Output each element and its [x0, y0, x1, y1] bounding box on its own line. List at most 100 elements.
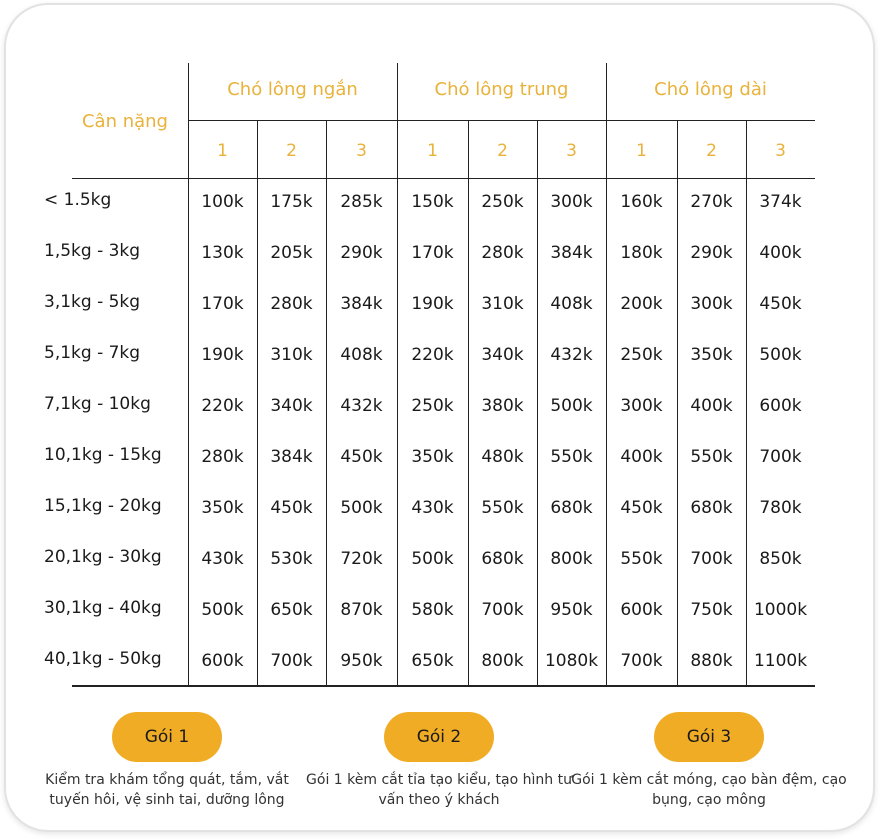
- weight-label: 40,1kg - 50kg: [44, 649, 162, 669]
- price-cell: 700k: [620, 651, 663, 671]
- sub-header: 2: [286, 141, 297, 161]
- price-cell: 180k: [620, 243, 663, 263]
- weight-label: 7,1kg - 10kg: [44, 394, 151, 414]
- price-cell: 384k: [550, 243, 593, 263]
- price-cell: 530k: [270, 549, 313, 569]
- price-cell: 580k: [411, 600, 454, 620]
- price-cell: 220k: [411, 345, 454, 365]
- group-header: Chó lông dài: [654, 79, 767, 100]
- weight-label: 3,1kg - 5kg: [44, 292, 141, 312]
- price-cell: 280k: [201, 447, 244, 467]
- package-3-description: Gói 1 kèm cắt móng, cạo bàn đệm, cạo bụn…: [571, 772, 847, 808]
- sub-header: 2: [706, 141, 717, 161]
- weight-label: 10,1kg - 15kg: [44, 445, 162, 465]
- price-cell: 300k: [690, 294, 733, 314]
- price-cell: 500k: [411, 549, 454, 569]
- sub-header: 2: [497, 141, 508, 161]
- package-3-button[interactable]: Gói 3: [654, 712, 764, 762]
- price-cell: 175k: [270, 192, 313, 212]
- price-cell: 250k: [620, 345, 663, 365]
- price-cell: 270k: [690, 192, 733, 212]
- group-header: Chó lông ngắn: [227, 79, 358, 100]
- price-cell: 250k: [411, 396, 454, 416]
- price-cell: 450k: [620, 498, 663, 518]
- price-cell: 500k: [550, 396, 593, 416]
- column-rule: [326, 121, 327, 686]
- column-rule: [746, 121, 747, 686]
- price-cell: 430k: [201, 549, 244, 569]
- weight-label: 5,1kg - 7kg: [44, 343, 141, 363]
- price-cell: 408k: [550, 294, 593, 314]
- price-cell: 700k: [481, 600, 524, 620]
- price-cell: 850k: [759, 549, 802, 569]
- weight-label: 15,1kg - 20kg: [44, 496, 162, 516]
- price-cell: 550k: [620, 549, 663, 569]
- price-cell: 500k: [201, 600, 244, 620]
- price-cell: 374k: [759, 192, 802, 212]
- price-cell: 800k: [550, 549, 593, 569]
- column-rule: [257, 121, 258, 686]
- price-cell: 650k: [270, 600, 313, 620]
- package-1-button[interactable]: Gói 1: [112, 712, 222, 762]
- price-cell: 650k: [411, 651, 454, 671]
- price-cell: 290k: [690, 243, 733, 263]
- price-cell: 430k: [411, 498, 454, 518]
- sub-header: 3: [356, 141, 367, 161]
- price-cell: 130k: [201, 243, 244, 263]
- price-cell: 500k: [759, 345, 802, 365]
- price-cell: 250k: [481, 192, 524, 212]
- package-2-button[interactable]: Gói 2: [384, 712, 494, 762]
- price-cell: 500k: [340, 498, 383, 518]
- price-cell: 432k: [550, 345, 593, 365]
- group-header: Chó lông trung: [434, 79, 569, 100]
- price-cell: 280k: [481, 243, 524, 263]
- price-cell: 300k: [620, 396, 663, 416]
- price-cell: 384k: [340, 294, 383, 314]
- price-cell: 1100k: [753, 651, 808, 671]
- price-cell: 680k: [481, 549, 524, 569]
- price-cell: 200k: [620, 294, 663, 314]
- table-bottom-rule: [72, 685, 815, 687]
- sub-header: 3: [775, 141, 786, 161]
- price-cell: 350k: [201, 498, 244, 518]
- price-cell: 1080k: [544, 651, 599, 671]
- price-cell: 780k: [759, 498, 802, 518]
- weight-label: 20,1kg - 30kg: [44, 547, 162, 567]
- price-cell: 680k: [550, 498, 593, 518]
- column-rule: [537, 121, 538, 686]
- price-cell: 205k: [270, 243, 313, 263]
- price-cell: 170k: [201, 294, 244, 314]
- column-rule: [677, 121, 678, 686]
- column-rule: [468, 121, 469, 686]
- price-cell: 700k: [270, 651, 313, 671]
- sub-header: 1: [217, 141, 228, 161]
- weight-label: < 1.5kg: [44, 190, 112, 210]
- price-cell: 432k: [340, 396, 383, 416]
- price-cell: 550k: [690, 447, 733, 467]
- price-cell: 1000k: [753, 600, 808, 620]
- price-cell: 720k: [340, 549, 383, 569]
- package-2-description: Gói 1 kèm cắt tỉa tạo kiểu, tạo hình tư …: [306, 772, 572, 808]
- price-cell: 100k: [201, 192, 244, 212]
- price-cell: 450k: [340, 447, 383, 467]
- price-cell: 340k: [481, 345, 524, 365]
- package-1-description: Kiểm tra khám tổng quát, tắm, vắt tuyến …: [45, 772, 289, 808]
- price-cell: 340k: [270, 396, 313, 416]
- price-cell: 190k: [201, 345, 244, 365]
- header-bottom-rule: [72, 178, 815, 179]
- price-cell: 550k: [481, 498, 524, 518]
- price-cell: 400k: [620, 447, 663, 467]
- price-cell: 800k: [481, 651, 524, 671]
- price-cell: 310k: [481, 294, 524, 314]
- column-rule: [606, 63, 607, 686]
- price-cell: 480k: [481, 447, 524, 467]
- price-cell: 680k: [690, 498, 733, 518]
- weight-header: Cân nặng: [81, 111, 168, 132]
- price-cell: 170k: [411, 243, 454, 263]
- column-rule: [397, 63, 398, 686]
- price-cell: 870k: [340, 600, 383, 620]
- price-cell: 310k: [270, 345, 313, 365]
- price-cell: 380k: [481, 396, 524, 416]
- price-cell: 400k: [759, 243, 802, 263]
- price-cell: 350k: [411, 447, 454, 467]
